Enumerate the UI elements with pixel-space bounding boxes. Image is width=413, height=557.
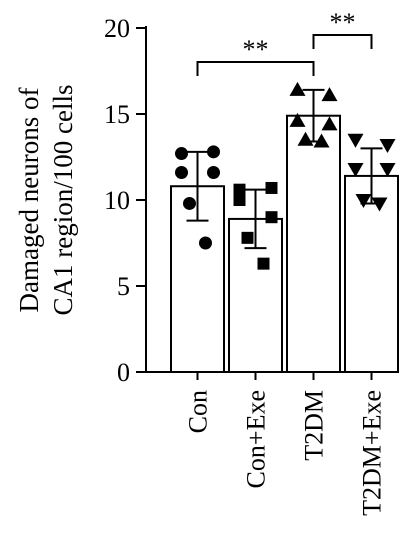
data-point xyxy=(175,165,188,179)
y-tick-label: 15 xyxy=(104,100,130,129)
significance-bracket xyxy=(196,61,315,76)
data-point xyxy=(241,231,254,244)
x-tick-label: Con+Exe xyxy=(242,390,271,488)
significance-label: ** xyxy=(330,8,356,37)
y-axis-label: Damaged neurons of CA1 region/100 cells xyxy=(14,85,78,316)
bar xyxy=(344,174,399,373)
data-point xyxy=(265,211,278,224)
data-point xyxy=(233,183,246,196)
x-tick-label: T2DM xyxy=(300,390,329,461)
x-tick-label: Con xyxy=(184,390,213,433)
y-tick-label: 10 xyxy=(104,186,130,215)
y-axis-label-line-2: CA1 region/100 cells xyxy=(48,85,78,316)
y-tick-label: 5 xyxy=(117,272,130,301)
data-point xyxy=(265,181,278,194)
data-point xyxy=(175,147,188,161)
data-point xyxy=(297,131,314,146)
data-point xyxy=(207,165,220,179)
significance-label: ** xyxy=(243,35,269,64)
data-point xyxy=(289,81,306,96)
data-point xyxy=(313,133,330,148)
data-point xyxy=(207,145,220,159)
data-point xyxy=(257,257,270,270)
significance-bracket xyxy=(312,34,373,49)
data-point xyxy=(183,196,196,210)
data-point xyxy=(289,112,306,127)
data-point xyxy=(347,133,364,148)
bar xyxy=(286,114,341,373)
y-axis-label-line-1: Damaged neurons of xyxy=(14,88,44,313)
data-point xyxy=(321,116,338,131)
data-point xyxy=(355,194,372,208)
data-point xyxy=(321,87,338,102)
plot-area: 0 5 10 15 20 Con Con+Exe T2DM T2DM+Exe ** ** xyxy=(104,8,399,516)
data-point xyxy=(199,236,212,250)
y-tick-label: 20 xyxy=(104,14,130,43)
y-tick-label: 0 xyxy=(117,358,130,387)
x-tick-label: T2DM+Exe xyxy=(358,390,387,516)
data-point xyxy=(347,163,364,178)
data-point xyxy=(233,194,246,206)
data-point xyxy=(379,138,396,153)
data-point xyxy=(379,163,396,178)
data-point xyxy=(371,197,388,212)
